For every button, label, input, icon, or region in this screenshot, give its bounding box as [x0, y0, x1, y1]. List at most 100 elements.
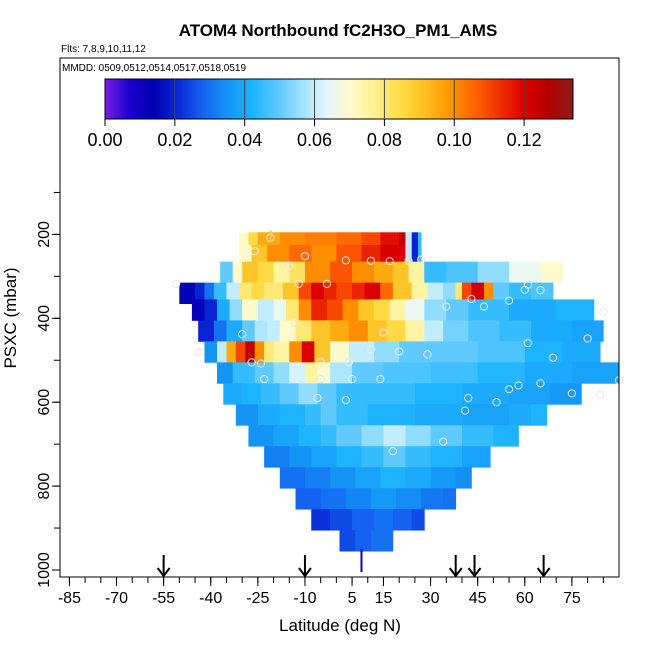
heatmap-cell [235, 404, 259, 426]
heatmap-cell [330, 261, 353, 284]
plot-frame [59, 57, 620, 578]
heatmap-cell [367, 383, 416, 405]
heatmap-cell [389, 299, 406, 321]
heatmap-cell [524, 341, 563, 363]
heatmap-cell [556, 299, 595, 321]
heatmap-cell [477, 341, 526, 363]
heatmap-cell [339, 530, 356, 552]
sample-point [388, 447, 397, 456]
sample-point [247, 358, 256, 367]
heatmap-cell [298, 383, 318, 405]
x-tick-label: -10 [293, 590, 316, 607]
heatmap-cell [364, 282, 381, 305]
heatmap-cell [198, 320, 215, 342]
heatmap-cell [264, 282, 284, 305]
flight-arrow [536, 555, 551, 578]
sample-point [300, 252, 310, 261]
heatmap-cell [330, 362, 353, 384]
sample-point [260, 375, 269, 384]
heatmap-cell [286, 299, 300, 321]
heatmap-cell [239, 282, 252, 305]
heatmap-cell [509, 404, 532, 426]
heatmap-cell [509, 299, 557, 321]
heatmap-cell [289, 261, 306, 284]
heatmap-cell [289, 362, 306, 384]
heatmap-cell [254, 341, 265, 363]
sample-point [238, 330, 247, 339]
heatmap-cell [330, 509, 353, 531]
heatmap-cell [251, 244, 268, 267]
y-tick-label: 400 [36, 305, 53, 332]
sample-point [404, 256, 413, 265]
heatmap-cell [298, 425, 322, 447]
heatmap-cell [273, 362, 290, 384]
heatmap-cell [295, 320, 312, 342]
sample-point [479, 302, 489, 311]
x-tick-label: -70 [105, 590, 128, 607]
heatmap-cell [235, 341, 246, 363]
heatmap-cell [298, 282, 312, 305]
heatmap-cell [352, 282, 366, 305]
heatmap-cell [254, 362, 274, 384]
heatmap-cell [361, 446, 384, 468]
heatmap-cell [330, 320, 350, 342]
heatmap-cell [414, 383, 463, 405]
heatmap-cell [483, 282, 494, 305]
heatmap-cell [549, 383, 582, 405]
heatmap-cell [380, 244, 400, 267]
heatmap-cell [348, 320, 369, 342]
heatmap-cell [531, 404, 548, 426]
heatmap-cell [421, 488, 444, 510]
heatmap-cell [279, 467, 306, 489]
heatmap-cell [267, 320, 281, 342]
colorbar-tick-label: 0.12 [507, 130, 542, 150]
heatmap-cell [213, 282, 227, 305]
heatmap-cell [499, 320, 532, 342]
sample-point [439, 437, 448, 446]
heatmap-cell [273, 261, 290, 284]
heatmap-cell [217, 362, 234, 384]
sample-point [536, 286, 545, 295]
sample-point [514, 381, 523, 390]
heatmap-cell [446, 299, 469, 321]
arrows-layer [156, 555, 551, 578]
heatmap-cell [408, 261, 425, 284]
heatmap-cell [204, 299, 218, 321]
heatmap-cell [342, 299, 359, 321]
sample-point [536, 379, 545, 388]
heatmap-cell [345, 488, 372, 510]
heatmap-cell [267, 244, 290, 267]
heatmap-cell [311, 282, 325, 305]
sample-point [347, 375, 357, 384]
heatmap-cell [320, 425, 337, 447]
heatmap-cell [179, 282, 196, 305]
heatmap-cell [217, 341, 227, 363]
heatmap-cell [204, 341, 218, 363]
heatmap-cell [392, 261, 409, 284]
sample-point [366, 256, 375, 265]
sample-point [504, 385, 514, 394]
heatmap-cell [304, 467, 331, 489]
heatmap-cell [383, 425, 406, 447]
sample-point [548, 353, 558, 362]
x-axis-title: Latitude (deg N) [279, 616, 401, 635]
sample-point [395, 347, 404, 356]
heatmap-cell [367, 404, 416, 426]
heatmap-cell [223, 383, 243, 405]
colorbar-tick-label: 0.00 [87, 130, 122, 150]
heatmap-cell [411, 282, 428, 305]
flights-note: Flts: 7,8,9,10,11,12 [61, 44, 146, 55]
sample-point [341, 256, 350, 265]
heatmap-cell [405, 320, 425, 342]
heatmap-cell [242, 383, 262, 405]
heatmap-cell [571, 362, 620, 384]
sample-point [266, 233, 275, 242]
sample-point [492, 398, 501, 407]
x-tick-label: 5 [348, 590, 357, 607]
heatmap-cell [443, 320, 469, 342]
sample-point [376, 375, 385, 384]
heatmap-cell [468, 320, 501, 342]
heatmap-cell [374, 509, 394, 531]
sample-point [256, 359, 266, 368]
